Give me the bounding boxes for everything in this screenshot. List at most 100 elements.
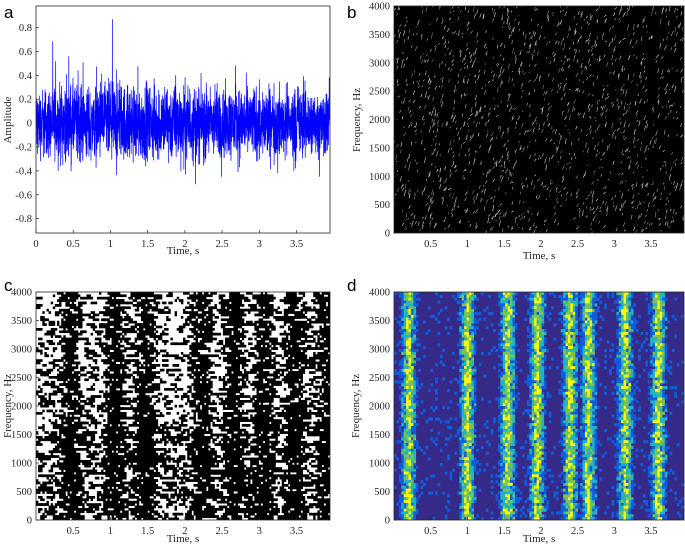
ridge-mark bbox=[464, 121, 466, 127]
mask-cell bbox=[42, 311, 45, 314]
mask-cell bbox=[164, 349, 167, 353]
mask-cell bbox=[233, 342, 236, 346]
mask-cell bbox=[73, 404, 81, 408]
mask-cell bbox=[264, 359, 268, 362]
mask-cell bbox=[241, 335, 247, 338]
mask-cell bbox=[327, 330, 330, 334]
mask-cell bbox=[143, 383, 146, 386]
mask-cell bbox=[52, 349, 56, 353]
mask-cell bbox=[304, 416, 312, 420]
ridge-mark bbox=[640, 141, 642, 145]
mask-cell bbox=[145, 318, 148, 322]
mask-cell bbox=[69, 419, 75, 422]
ridge-mark bbox=[645, 24, 648, 28]
ridge-mark bbox=[552, 77, 554, 82]
mask-cell bbox=[80, 404, 85, 408]
mask-cell bbox=[105, 306, 110, 310]
mask-cell bbox=[136, 304, 140, 307]
mask-cell bbox=[222, 344, 228, 348]
mask-cell bbox=[300, 354, 308, 358]
ridge-mark bbox=[452, 107, 455, 110]
ridge-mark bbox=[615, 205, 617, 211]
ridge-mark bbox=[529, 43, 532, 49]
ridge-mark bbox=[632, 226, 636, 232]
mask-cell bbox=[145, 323, 150, 326]
mask-cell bbox=[283, 347, 287, 350]
mask-cell bbox=[38, 402, 43, 406]
ridge-mark bbox=[440, 98, 443, 104]
mask-cell bbox=[264, 325, 272, 329]
mask-cell bbox=[143, 316, 146, 319]
mask-cell bbox=[260, 388, 266, 391]
mask-cell bbox=[113, 349, 117, 353]
ridge-mark bbox=[592, 216, 595, 222]
ridge-mark bbox=[669, 192, 671, 195]
mask-cell bbox=[235, 416, 240, 420]
mask-cell bbox=[273, 356, 276, 360]
mask-cell bbox=[210, 299, 213, 302]
ridge-mark bbox=[503, 44, 506, 48]
mask-cell bbox=[147, 402, 150, 406]
ridge-mark bbox=[575, 49, 577, 54]
ridge-mark bbox=[453, 100, 456, 104]
ridge-mark bbox=[592, 207, 595, 211]
mask-cell bbox=[65, 330, 70, 334]
ridge-mark bbox=[660, 76, 662, 80]
mask-cell bbox=[325, 318, 330, 322]
mask-cell bbox=[103, 313, 110, 317]
mask-cell bbox=[122, 368, 125, 372]
mask-cell bbox=[273, 388, 276, 391]
ridge-mark bbox=[530, 18, 533, 22]
ridge-mark bbox=[404, 183, 407, 190]
mask-cell bbox=[233, 347, 238, 350]
mask-cell bbox=[155, 352, 161, 355]
mask-cell bbox=[122, 294, 127, 298]
ridge-mark bbox=[472, 210, 475, 214]
mask-cell bbox=[78, 313, 81, 317]
mask-cell bbox=[285, 299, 289, 302]
ridge-mark bbox=[664, 215, 667, 220]
mask-cell bbox=[113, 330, 117, 334]
mask-cell bbox=[262, 294, 266, 298]
mask-cell bbox=[302, 328, 310, 331]
mask-cell bbox=[315, 296, 322, 300]
mask-cell bbox=[73, 304, 77, 307]
ridge-mark bbox=[447, 47, 449, 51]
mask-cell bbox=[258, 323, 261, 326]
ridge-mark bbox=[555, 197, 559, 201]
ridge-mark bbox=[585, 66, 588, 71]
ridge-mark bbox=[549, 105, 553, 109]
mask-cell bbox=[294, 359, 301, 362]
ridge-mark bbox=[466, 209, 469, 212]
mask-cell bbox=[71, 407, 77, 410]
ridge-mark bbox=[432, 180, 434, 182]
mask-cell bbox=[65, 337, 72, 341]
mask-cell bbox=[73, 330, 79, 334]
binary-mask bbox=[36, 292, 330, 520]
mask-cell bbox=[208, 383, 211, 386]
mask-cell bbox=[189, 402, 194, 406]
ridge-mark bbox=[531, 213, 533, 215]
mask-cell bbox=[283, 404, 291, 408]
mask-cell bbox=[48, 332, 56, 336]
mask-cell bbox=[237, 330, 240, 334]
mask-cell bbox=[69, 349, 75, 353]
ridge-mark bbox=[630, 214, 633, 220]
mask-cell bbox=[197, 402, 205, 406]
mask-cell bbox=[159, 424, 165, 427]
mask-cell bbox=[199, 428, 207, 432]
ridge-mark bbox=[435, 166, 437, 168]
ridge-mark bbox=[453, 90, 456, 93]
ridge-mark bbox=[445, 120, 448, 127]
mask-cell bbox=[130, 347, 133, 350]
mask-cell bbox=[267, 407, 272, 410]
mask-cell bbox=[124, 392, 127, 396]
ridge-mark bbox=[521, 86, 523, 89]
ridge-mark bbox=[465, 42, 469, 47]
ridge-mark bbox=[619, 55, 622, 58]
mask-cell bbox=[254, 354, 257, 358]
ridge-mark bbox=[538, 194, 541, 198]
mask-cell bbox=[233, 376, 238, 379]
ridge-mark bbox=[666, 221, 669, 227]
ridge-mark bbox=[418, 221, 420, 226]
